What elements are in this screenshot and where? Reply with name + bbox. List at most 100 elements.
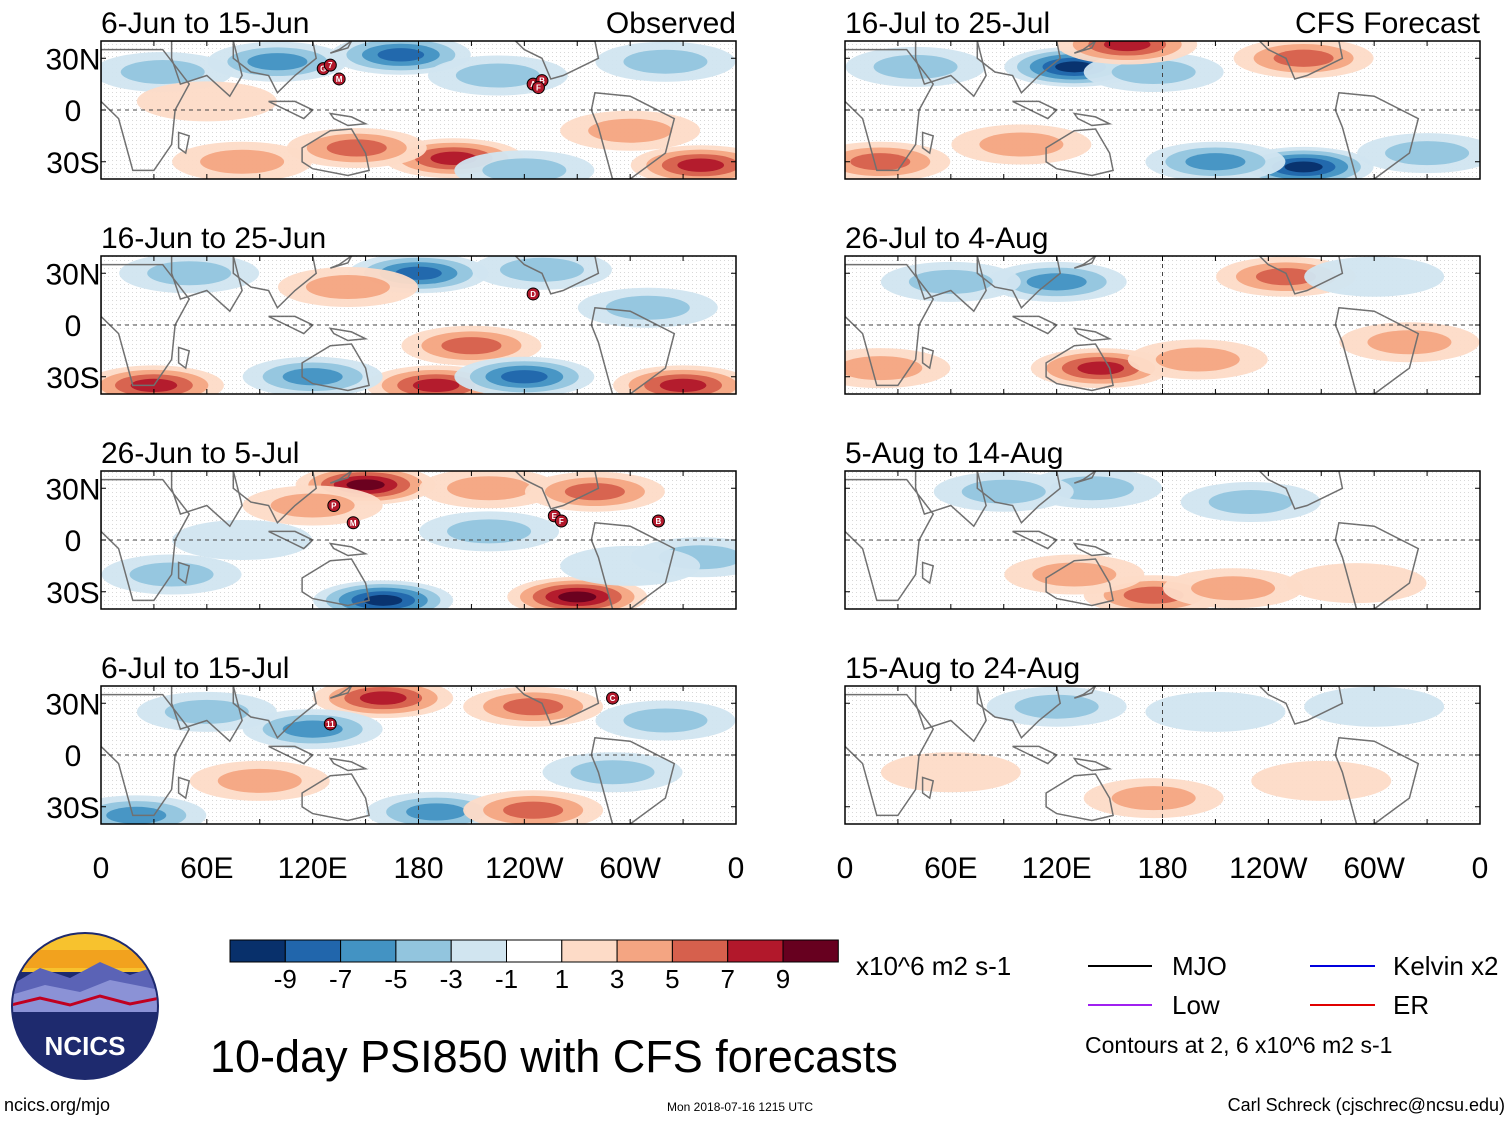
lon-label: 120W (1229, 852, 1308, 885)
coastline (976, 471, 1062, 525)
lat-label: 30S (46, 362, 99, 395)
psi-anomaly-contour (1077, 361, 1125, 375)
psi-anomaly-contour (1145, 691, 1286, 732)
svg-text:M: M (336, 75, 343, 84)
coastline (914, 41, 987, 98)
psi-anomaly-contour (500, 370, 548, 384)
lat-label: 0 (65, 95, 82, 128)
panel-title: 26-Jun to 5-Jul (101, 437, 299, 470)
coastline (514, 686, 600, 725)
coastline (232, 686, 318, 740)
psi-anomaly-contour (217, 768, 302, 793)
lat-label: 30N (45, 473, 100, 506)
psi-anomaly-contour (1385, 141, 1470, 166)
coastline (1258, 471, 1344, 510)
coastline (301, 558, 370, 607)
coastline (1258, 41, 1344, 80)
colorbar-swatch (671, 939, 729, 963)
tropical-cyclone-icon: 11 (323, 717, 337, 731)
ncics-logo: NCICS (11, 932, 159, 1080)
coastline (101, 693, 191, 817)
colorbar-swatch (616, 939, 673, 963)
coastline (268, 530, 314, 550)
svg-text:M: M (350, 519, 357, 528)
psi-anomaly-contour (1026, 273, 1087, 291)
panel-title: 6-Jun to 15-Jun (101, 7, 309, 40)
lon-label: 60W (1343, 852, 1405, 885)
coastline (1045, 343, 1114, 392)
coastline (1074, 686, 1097, 699)
psi-anomaly-contour (406, 803, 467, 821)
lat-label: 30S (46, 147, 99, 180)
panel-title: 15-Aug to 24-Aug (845, 652, 1080, 685)
psi-anomaly-contour (1286, 563, 1427, 604)
lat-label: 30N (45, 43, 100, 76)
psi-anomaly-contour (850, 153, 911, 171)
coastline (976, 41, 1062, 95)
coastline (1334, 306, 1420, 394)
legend-kelvin-label: Kelvin x2 (1393, 951, 1499, 981)
svg-text:11: 11 (326, 720, 335, 729)
psi-anomaly-contour (499, 257, 584, 282)
coastline (1334, 91, 1420, 179)
coastline (170, 471, 243, 528)
tropical-cyclone-icon: F (554, 514, 568, 528)
psi-anomaly-contour (1111, 60, 1196, 85)
colorbar-tick-label: -5 (384, 964, 407, 994)
coastline (301, 343, 370, 392)
coastline (590, 91, 676, 179)
psi-anomaly-contour (623, 708, 708, 733)
psi-anomaly-contour (570, 760, 655, 785)
coastline (921, 776, 935, 800)
psi-anomaly-contour (1055, 61, 1094, 73)
coastline (1334, 736, 1420, 824)
lat-label: 0 (65, 310, 82, 343)
psi-anomaly-contour (455, 63, 540, 88)
psi-anomaly-contour (961, 479, 1046, 504)
coastline (1074, 256, 1097, 269)
coastline (1258, 686, 1344, 725)
coastline (177, 346, 191, 370)
psi-anomaly-contour (447, 476, 532, 501)
psi-anomaly-contour (1273, 49, 1334, 67)
colorbar-swatch (782, 939, 839, 963)
coastline (914, 471, 987, 528)
coastline (1012, 530, 1058, 550)
tropical-cyclone-icon: M (332, 72, 346, 86)
coastline (1012, 100, 1058, 120)
psi-anomaly-contour (623, 49, 708, 74)
psi-anomaly-contour (1367, 330, 1452, 355)
psi-anomaly-contour (412, 378, 460, 393)
lat-label: 30N (45, 258, 100, 291)
coastline (232, 471, 318, 525)
coastline (177, 131, 191, 155)
coastline (845, 263, 935, 387)
tropical-cyclone-icon: M (346, 516, 360, 530)
coastline (590, 306, 676, 394)
coastline (514, 41, 600, 80)
coastline (1045, 128, 1114, 177)
panel-title: 5-Aug to 14-Aug (845, 437, 1063, 470)
footer-author: Carl Schreck (cjschrec@ncsu.edu) (1228, 1095, 1505, 1115)
coastline (301, 773, 370, 822)
colorbar-tick-label: 3 (610, 964, 624, 994)
psi-anomaly-contour (1191, 576, 1276, 601)
legend-note: Contours at 2, 6 x10^6 m2 s-1 (1085, 1032, 1392, 1058)
tropical-cyclone-icon: P (327, 499, 341, 512)
colorbar-tick-label: -7 (329, 964, 352, 994)
colorbar-tick-label: 9 (776, 964, 790, 994)
lon-label: 120E (278, 852, 348, 885)
psi-anomaly-contour (1208, 490, 1293, 515)
coastline (1258, 256, 1344, 295)
psi-anomaly-contour (172, 520, 313, 560)
psi-anomaly-contour (1111, 786, 1196, 811)
svg-text:E: E (552, 512, 558, 521)
lon-label: 60E (924, 852, 977, 885)
colorbar-tick-label: -3 (440, 964, 463, 994)
psi-anomaly-contour (845, 356, 923, 381)
lon-label: 0 (728, 852, 745, 885)
colorbar-swatch (506, 939, 563, 963)
colorbar-tick-label: 5 (665, 964, 679, 994)
lon-label: 0 (837, 852, 854, 885)
